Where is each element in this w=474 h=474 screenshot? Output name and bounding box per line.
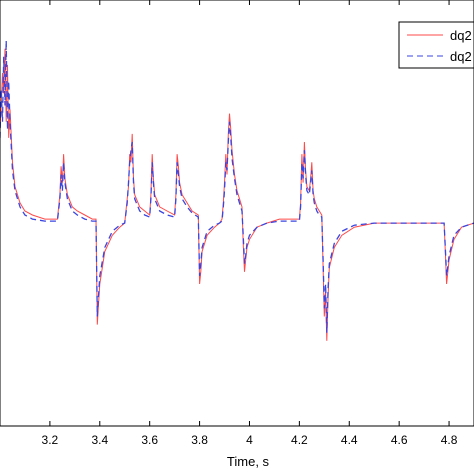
x-axis-ticks: 3.2 3.4 3.6 3.8 4 4.2 4.4 4.6 4.8	[42, 0, 458, 447]
x-tick-label: 4.2	[291, 433, 308, 447]
x-tick-label: 4.8	[441, 433, 458, 447]
x-tick-label: 4	[246, 433, 253, 447]
x-tick-label: 4.4	[341, 433, 358, 447]
legend-box	[398, 21, 474, 69]
x-tick-label: 3.6	[141, 433, 158, 447]
legend-label-series-2: dq2	[450, 49, 472, 64]
x-tick-label: 3.2	[42, 433, 59, 447]
x-tick-label: 3.8	[191, 433, 208, 447]
series-layer	[0, 40, 474, 341]
x-axis-label: Time, s	[227, 454, 270, 469]
series-line-2	[0, 40, 474, 333]
x-tick-label: 3.4	[91, 433, 108, 447]
x-tick-label: 4.6	[391, 433, 408, 447]
legend-label-series-1: dq2	[450, 28, 472, 43]
plot-frame	[0, 0, 474, 427]
legend: dq2 dq2	[398, 21, 474, 69]
